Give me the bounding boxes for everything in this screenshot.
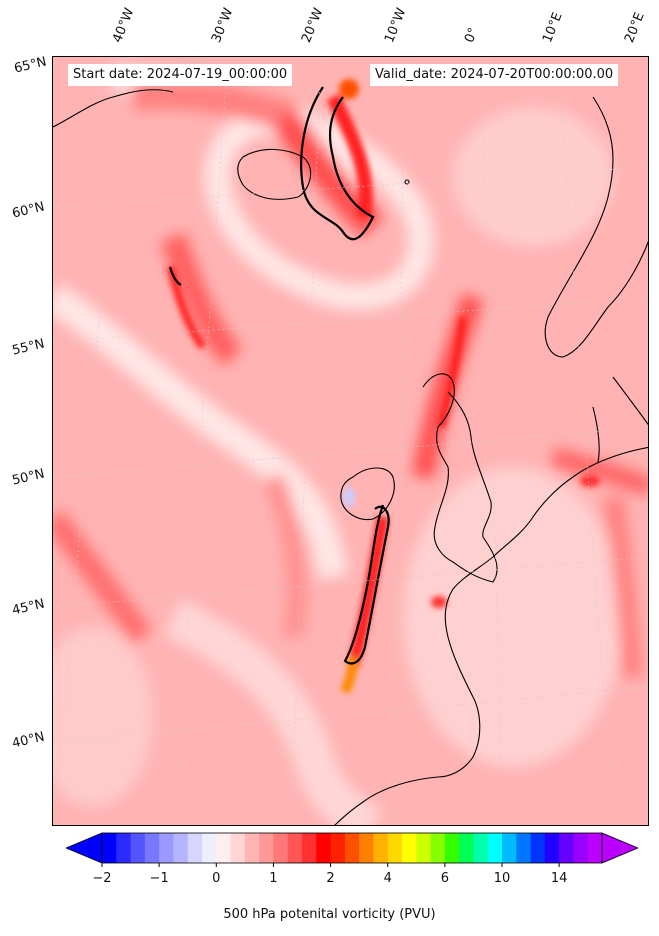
colorbar-bin — [173, 833, 189, 863]
colorbar-bin — [230, 833, 246, 863]
colorbar-bin — [502, 833, 517, 863]
colorbar-bin — [330, 833, 346, 863]
lat-label-50n: 50°N — [10, 466, 47, 489]
colorbar-bin — [159, 833, 174, 863]
colorbar-bin — [302, 833, 317, 863]
colorbar-title: 500 hPa potenital vorticity (PVU) — [223, 907, 436, 922]
lon-label-20w: 20°W — [299, 6, 327, 45]
lat-label-45n: 45°N — [10, 596, 47, 619]
lat-label-40n: 40°N — [10, 729, 47, 752]
colorbar-bin — [344, 833, 360, 863]
lon-label-30w: 30°W — [209, 6, 237, 45]
pv-contour-2pvu — [168, 86, 390, 665]
colorbar-bin — [402, 833, 417, 863]
colorbar-bin — [416, 833, 432, 863]
lat-label-65n: 65°N — [12, 54, 49, 77]
colorbar-bin — [116, 833, 132, 863]
colorbar-border — [101, 832, 603, 864]
colorbar-tick-label: −2 — [92, 871, 111, 886]
colorbar-bin — [259, 833, 274, 863]
colorbar-bin — [444, 833, 460, 863]
colorbar-bin — [244, 833, 260, 863]
colorbar-tick-label: 6 — [441, 871, 449, 886]
colorbar-bin — [373, 833, 389, 863]
colorbar-arrow-max — [601, 832, 638, 864]
colorbar-bin — [516, 833, 532, 863]
colorbar-tick-label: 2 — [326, 871, 334, 886]
colorbar-bin — [216, 833, 232, 863]
lon-label-10w: 10°W — [382, 6, 410, 45]
colorbar-bin — [287, 833, 303, 863]
colorbar-tick-label: 0 — [212, 871, 220, 886]
colorbar-tick-label: 14 — [551, 871, 568, 886]
colorbar-bin — [544, 833, 560, 863]
pv-field-shading — [53, 64, 648, 825]
colorbar-bin — [530, 833, 546, 863]
valid-date-label: Valid_date: 2024-07-20T00:00:00.00 — [370, 64, 619, 86]
graticule — [53, 57, 648, 825]
lon-label-10e: 10°E — [540, 10, 566, 45]
colorbar-bin — [487, 833, 503, 863]
coastlines — [53, 89, 648, 825]
colorbar-bin — [387, 833, 403, 863]
colorbar-bin — [144, 833, 160, 863]
colorbar-bin — [459, 833, 474, 863]
pv-map — [52, 56, 649, 826]
colorbar-bin — [430, 833, 446, 863]
lon-label-0: 0° — [462, 25, 482, 45]
start-date-label: Start date: 2024-07-19_00:00:00 — [68, 64, 293, 86]
lat-label-55n: 55°N — [10, 336, 47, 359]
colorbar-tick-label: 4 — [384, 871, 392, 886]
colorbar-bin — [359, 833, 374, 863]
colorbar-bin — [102, 833, 117, 863]
pv-high-core — [167, 79, 600, 694]
colorbar-bin — [587, 833, 603, 863]
colorbar-bin — [130, 833, 146, 863]
lon-label-40w: 40°W — [110, 6, 138, 45]
colorbar-bin — [187, 833, 203, 863]
colorbar-bin — [559, 833, 574, 863]
lon-label-20e: 20°E — [622, 10, 648, 45]
colorbar-bin — [316, 833, 332, 863]
colorbar-bin — [273, 833, 289, 863]
colorbar-bin — [473, 833, 489, 863]
colorbar: −2 −1 0 1 2 4 6 10 14 — [66, 832, 638, 886]
colorbar-tick-label: 10 — [494, 871, 511, 886]
colorbar-tick-label: 1 — [269, 871, 277, 886]
colorbar-arrow-min — [66, 832, 103, 864]
colorbar-tick-label: −1 — [150, 871, 169, 886]
colorbar-bin — [573, 833, 589, 863]
colorbar-bin — [202, 833, 217, 863]
lat-label-60n: 60°N — [10, 199, 47, 222]
